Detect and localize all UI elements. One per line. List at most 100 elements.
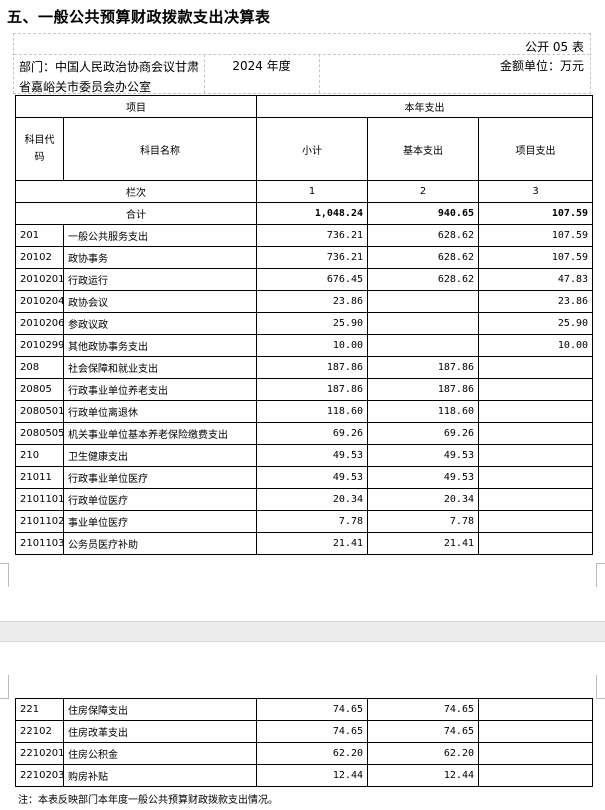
table-row: 2010204 政协会议 23.86 23.86 (15, 290, 594, 313)
cell-name: 参政议政 (63, 312, 257, 335)
cell-project (477, 532, 594, 555)
cell-project (477, 444, 594, 467)
cell-code: 2010206 (15, 312, 64, 335)
cell-code: 21011 (15, 466, 64, 489)
expenditure-table-continued: 221 住房保障支出 74.65 74.65 22102 住房改革支出 74.65 74.65… (15, 698, 593, 787)
cell-subtotal: 49.53 (256, 466, 368, 489)
table-row: 2101101 行政单位医疗 20.34 20.34 (15, 488, 594, 511)
cell-basic: 187.86 (367, 356, 479, 379)
cell-name: 其他政协事务支出 (63, 334, 257, 357)
cell-basic: 118.60 (367, 400, 479, 423)
cell-project: 10.00 (477, 334, 594, 357)
header-basic: 基本支出 (367, 117, 479, 181)
cell-project: 107.59 (477, 224, 594, 247)
cell-name: 行政单位医疗 (63, 488, 257, 511)
cell-code: 2010201 (15, 268, 64, 291)
cell-subtotal: 20.34 (256, 488, 368, 511)
cell-name: 住房保障支出 (63, 698, 257, 721)
cell-code: 2101103 (15, 532, 64, 555)
cell-name: 公务员医疗补助 (63, 532, 257, 555)
year: 2024 年度 (232, 59, 291, 73)
cell-name: 行政单位离退休 (63, 400, 257, 423)
department: 部门：中国人民政治协商会议甘肃省嘉峪关市委员会办公室 (19, 60, 200, 94)
cell-name: 政协会议 (63, 290, 257, 313)
col-no-3: 3 (477, 180, 594, 203)
table-row: 2010201 行政运行 676.45 628.62 47.83 (15, 268, 594, 291)
table-row: 20805 行政事业单位养老支出 187.86 187.86 (15, 378, 594, 401)
cell-code: 2010204 (15, 290, 64, 313)
table-row: 20102 政协事务 736.21 628.62 107.59 (15, 246, 594, 269)
table-row: 2210201 住房公积金 62.20 62.20 (15, 742, 593, 765)
table-row: 2101103 公务员医疗补助 21.41 21.41 (15, 532, 594, 555)
cell-project (478, 764, 593, 787)
cell-project (478, 698, 593, 721)
header-code: 科目代码 (15, 117, 64, 181)
cell-basic: 628.62 (367, 246, 479, 269)
cell-subtotal: 25.90 (256, 312, 368, 335)
page-title: 五、一般公共预算财政拨款支出决算表 (7, 8, 271, 26)
cell-basic: 187.86 (367, 378, 479, 401)
cell-basic: 7.78 (367, 510, 479, 533)
header-item: 项目 (15, 95, 257, 118)
cell-subtotal: 187.86 (256, 356, 368, 379)
cell-project (478, 720, 593, 743)
cell-subtotal: 7.78 (256, 510, 368, 533)
cell-basic: 628.62 (367, 224, 479, 247)
table-row: 2010299 其他政协事务支出 10.00 10.00 (15, 334, 594, 357)
total-basic: 940.65 (367, 202, 479, 225)
cell-code: 2080505 (15, 422, 64, 445)
cell-name: 行政事业单位医疗 (63, 466, 257, 489)
cell-subtotal: 74.65 (256, 698, 368, 721)
cell-name: 住房改革支出 (63, 720, 257, 743)
cell-project: 47.83 (477, 268, 594, 291)
cell-project: 23.86 (477, 290, 594, 313)
table-row: 221 住房保障支出 74.65 74.65 (15, 698, 593, 721)
cell-project (477, 466, 594, 489)
cell-basic: 49.53 (367, 466, 479, 489)
cell-subtotal: 74.65 (256, 720, 368, 743)
table-row: 208 社会保障和就业支出 187.86 187.86 (15, 356, 594, 379)
col-no-1: 1 (256, 180, 368, 203)
table-row: 2101102 事业单位医疗 7.78 7.78 (15, 510, 594, 533)
cell-project (477, 378, 594, 401)
amount-unit: 金额单位：万元 (499, 59, 584, 73)
cell-code: 2101102 (15, 510, 64, 533)
cell-project (477, 400, 594, 423)
table-row: 201 一般公共服务支出 736.21 628.62 107.59 (15, 224, 594, 247)
cell-name: 一般公共服务支出 (63, 224, 257, 247)
table-row: 2080505 机关事业单位基本养老保险缴费支出 69.26 69.26 (15, 422, 594, 445)
cell-subtotal: 10.00 (256, 334, 368, 357)
header-project: 项目支出 (477, 117, 594, 181)
total-project: 107.59 (477, 202, 594, 225)
cell-name: 政协事务 (63, 246, 257, 269)
cell-basic: 628.62 (367, 268, 479, 291)
cell-subtotal: 49.53 (256, 444, 368, 467)
cell-basic: 74.65 (367, 720, 479, 743)
cell-code: 2210203 (15, 764, 64, 787)
table-note: 注：本表反映部门本年度一般公共预算财政拨款支出情况。 (18, 795, 278, 806)
header-current-year: 本年支出 (255, 95, 594, 118)
header-name: 科目名称 (63, 117, 257, 181)
cell-name: 社会保障和就业支出 (63, 356, 257, 379)
form-code: 公开 05 表 (525, 40, 584, 54)
cell-subtotal: 23.86 (256, 290, 368, 313)
table-header-info: 公开 05 表 部门：中国人民政治协商会议甘肃省嘉峪关市委员会办公室 2024 … (13, 33, 591, 94)
cell-basic: 20.34 (367, 488, 479, 511)
cell-name: 购房补贴 (63, 764, 257, 787)
table-row: 22102 住房改革支出 74.65 74.65 (15, 720, 593, 743)
cell-name: 行政事业单位养老支出 (63, 378, 257, 401)
table-row: 2010206 参政议政 25.90 25.90 (15, 312, 594, 335)
expenditure-table: 项目 本年支出 科目代码 科目名称 小计 基本支出 项目支出 栏次 1 2 3 合计 1,048.… (15, 95, 594, 555)
cell-basic (367, 334, 479, 357)
cell-subtotal: 736.21 (256, 224, 368, 247)
column-no-label: 栏次 (15, 180, 257, 203)
total-label: 合计 (15, 202, 257, 225)
cell-name: 行政运行 (63, 268, 257, 291)
cell-name: 机关事业单位基本养老保险缴费支出 (63, 422, 257, 445)
cell-code: 2010299 (15, 334, 64, 357)
cell-basic (367, 312, 479, 335)
cell-code: 221 (15, 698, 64, 721)
table-row: 2210203 购房补贴 12.44 12.44 (15, 764, 593, 787)
cell-code: 2080501 (15, 400, 64, 423)
page-break (0, 621, 605, 642)
